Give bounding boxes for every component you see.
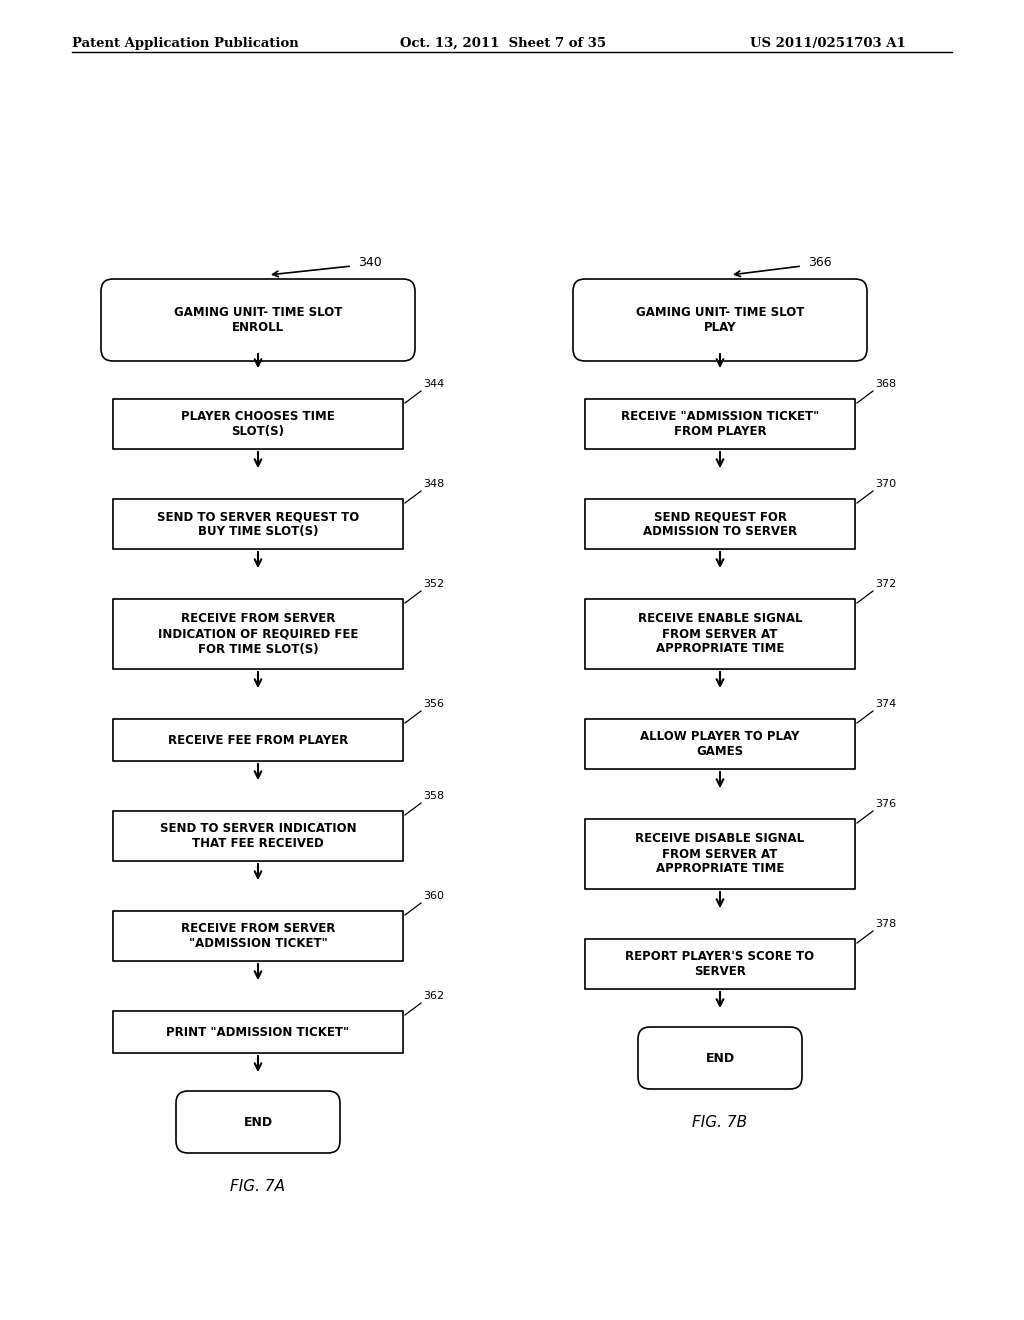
FancyBboxPatch shape [585, 719, 855, 770]
Text: 376: 376 [874, 799, 896, 809]
Text: 372: 372 [874, 579, 896, 589]
Text: 352: 352 [423, 579, 444, 589]
Text: PRINT "ADMISSION TICKET": PRINT "ADMISSION TICKET" [167, 1026, 349, 1039]
Text: 378: 378 [874, 919, 896, 929]
FancyBboxPatch shape [638, 1027, 802, 1089]
FancyBboxPatch shape [585, 939, 855, 989]
Text: END: END [706, 1052, 734, 1064]
Text: FIG. 7A: FIG. 7A [230, 1179, 286, 1195]
FancyBboxPatch shape [113, 719, 403, 762]
Text: 374: 374 [874, 700, 896, 709]
Text: 366: 366 [808, 256, 831, 268]
Text: 362: 362 [423, 991, 444, 1001]
FancyBboxPatch shape [585, 399, 855, 449]
FancyBboxPatch shape [113, 499, 403, 549]
Text: 358: 358 [423, 791, 444, 801]
FancyBboxPatch shape [113, 599, 403, 669]
Text: ALLOW PLAYER TO PLAY
GAMES: ALLOW PLAYER TO PLAY GAMES [640, 730, 800, 758]
Text: 340: 340 [358, 256, 382, 268]
Text: RECEIVE FROM SERVER
INDICATION OF REQUIRED FEE
FOR TIME SLOT(S): RECEIVE FROM SERVER INDICATION OF REQUIR… [158, 612, 358, 656]
Text: PLAYER CHOOSES TIME
SLOT(S): PLAYER CHOOSES TIME SLOT(S) [181, 411, 335, 438]
Text: 370: 370 [874, 479, 896, 488]
Text: 368: 368 [874, 379, 896, 389]
Text: 360: 360 [423, 891, 444, 902]
Text: GAMING UNIT- TIME SLOT
PLAY: GAMING UNIT- TIME SLOT PLAY [636, 306, 804, 334]
Text: 356: 356 [423, 700, 444, 709]
Text: RECEIVE FEE FROM PLAYER: RECEIVE FEE FROM PLAYER [168, 734, 348, 747]
FancyBboxPatch shape [101, 279, 415, 360]
Text: FIG. 7B: FIG. 7B [692, 1115, 748, 1130]
Text: Patent Application Publication: Patent Application Publication [72, 37, 299, 50]
Text: RECEIVE DISABLE SIGNAL
FROM SERVER AT
APPROPRIATE TIME: RECEIVE DISABLE SIGNAL FROM SERVER AT AP… [636, 833, 805, 875]
Text: END: END [244, 1115, 272, 1129]
Text: Oct. 13, 2011  Sheet 7 of 35: Oct. 13, 2011 Sheet 7 of 35 [400, 37, 606, 50]
FancyBboxPatch shape [113, 911, 403, 961]
FancyBboxPatch shape [113, 399, 403, 449]
Text: REPORT PLAYER'S SCORE TO
SERVER: REPORT PLAYER'S SCORE TO SERVER [626, 950, 814, 978]
Text: RECEIVE ENABLE SIGNAL
FROM SERVER AT
APPROPRIATE TIME: RECEIVE ENABLE SIGNAL FROM SERVER AT APP… [638, 612, 802, 656]
Text: SEND REQUEST FOR
ADMISSION TO SERVER: SEND REQUEST FOR ADMISSION TO SERVER [643, 510, 797, 539]
Text: SEND TO SERVER REQUEST TO
BUY TIME SLOT(S): SEND TO SERVER REQUEST TO BUY TIME SLOT(… [157, 510, 359, 539]
Text: 348: 348 [423, 479, 444, 488]
FancyBboxPatch shape [585, 599, 855, 669]
FancyBboxPatch shape [113, 810, 403, 861]
FancyBboxPatch shape [573, 279, 867, 360]
FancyBboxPatch shape [176, 1092, 340, 1152]
FancyBboxPatch shape [113, 1011, 403, 1053]
Text: SEND TO SERVER INDICATION
THAT FEE RECEIVED: SEND TO SERVER INDICATION THAT FEE RECEI… [160, 822, 356, 850]
Text: US 2011/0251703 A1: US 2011/0251703 A1 [750, 37, 906, 50]
Text: GAMING UNIT- TIME SLOT
ENROLL: GAMING UNIT- TIME SLOT ENROLL [174, 306, 342, 334]
Text: RECEIVE "ADMISSION TICKET"
FROM PLAYER: RECEIVE "ADMISSION TICKET" FROM PLAYER [621, 411, 819, 438]
FancyBboxPatch shape [585, 818, 855, 890]
Text: RECEIVE FROM SERVER
"ADMISSION TICKET": RECEIVE FROM SERVER "ADMISSION TICKET" [181, 921, 335, 950]
FancyBboxPatch shape [585, 499, 855, 549]
Text: 344: 344 [423, 379, 444, 389]
